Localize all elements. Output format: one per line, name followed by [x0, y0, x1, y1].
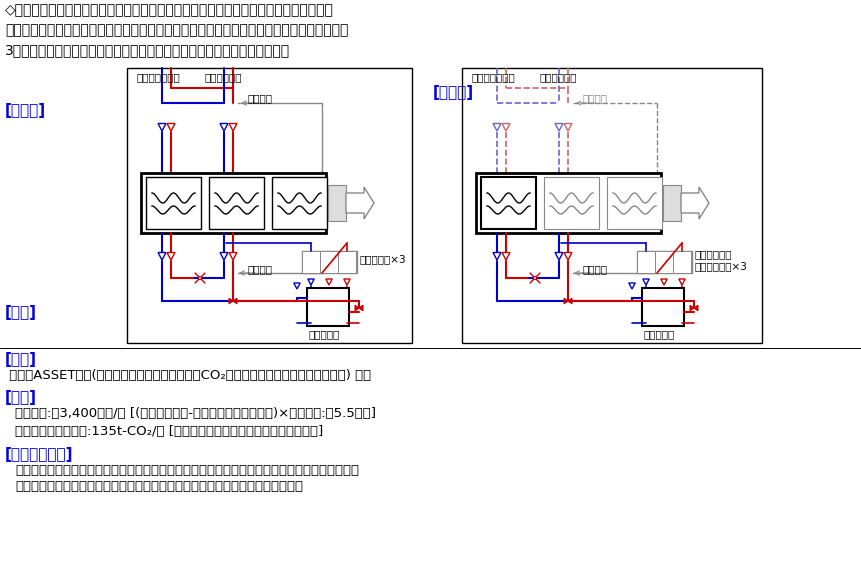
- Bar: [475, 173, 660, 233]
- Bar: [461, 68, 761, 343]
- Polygon shape: [220, 123, 228, 131]
- Bar: [636, 251, 654, 273]
- Polygon shape: [689, 305, 693, 311]
- Text: ◇空調機の暖房熱源に蒸気を使用していたが、蒸気ボイラーの重油使用量が増加してお
り、エネルギー原単位の悪化を招いていた。そのため、温冷水切り替え式のヒートポンプ: ◇空調機の暖房熱源に蒸気を使用していたが、蒸気ボイラーの重油使用量が増加してお …: [5, 3, 348, 57]
- Text: ボイラーから: ボイラーから: [205, 72, 242, 82]
- Polygon shape: [693, 305, 697, 311]
- Text: 環境省ASSET事業(先進対策の効率的実施によるCO₂排出量大幅削減事業設備補助事業) 活用: 環境省ASSET事業(先進対策の効率的実施によるCO₂排出量大幅削減事業設備補助…: [5, 369, 371, 382]
- Polygon shape: [307, 279, 314, 285]
- Bar: [328, 185, 345, 221]
- Text: 温度情報: 温度情報: [582, 264, 607, 274]
- Polygon shape: [492, 253, 500, 260]
- Text: [改善後]: [改善後]: [432, 85, 474, 100]
- Polygon shape: [325, 279, 331, 285]
- Polygon shape: [158, 253, 166, 260]
- Polygon shape: [229, 123, 237, 131]
- Text: 貯水タンク: 貯水タンク: [308, 329, 340, 339]
- Polygon shape: [229, 298, 232, 304]
- Circle shape: [533, 277, 536, 279]
- Bar: [127, 68, 412, 343]
- Bar: [672, 251, 691, 273]
- Bar: [141, 173, 325, 233]
- Polygon shape: [345, 187, 374, 219]
- Polygon shape: [563, 253, 572, 260]
- Polygon shape: [501, 123, 510, 131]
- Bar: [146, 177, 201, 229]
- Bar: [654, 251, 672, 273]
- Polygon shape: [501, 253, 510, 260]
- Polygon shape: [628, 283, 635, 289]
- Bar: [338, 251, 356, 273]
- Text: 貯水タンク: 貯水タンク: [643, 329, 674, 339]
- Polygon shape: [344, 279, 350, 285]
- Text: 補助金受給にあたり、本件および他の省エネ施策を合わせ、既定の省エネルギー化を工場全体で: 補助金受給にあたり、本件および他の省エネ施策を合わせ、既定の省エネルギー化を工場…: [15, 464, 358, 477]
- Text: [改善前]: [改善前]: [5, 103, 46, 118]
- Bar: [307, 288, 349, 326]
- Text: 達成する条件がある。未達の場合、不足分の排出枠を購入する等の措置が必要。: 達成する条件がある。未達の場合、不足分の排出枠を購入する等の措置が必要。: [15, 480, 303, 493]
- Polygon shape: [554, 253, 562, 260]
- Text: ヒートポンプ×3: ヒートポンプ×3: [694, 261, 747, 271]
- Bar: [208, 177, 263, 229]
- Bar: [662, 185, 680, 221]
- Polygon shape: [294, 283, 300, 289]
- Bar: [301, 251, 319, 273]
- Text: 温度情報: 温度情報: [248, 264, 273, 274]
- Polygon shape: [563, 123, 572, 131]
- Text: [注意すべき点]: [注意すべき点]: [5, 447, 73, 462]
- Polygon shape: [567, 298, 572, 304]
- Text: ボイラーから: ボイラーから: [539, 72, 577, 82]
- Text: 効果金額:約3,400千円/年 [(重油相当金額-ヒートポンプ電気料金)×暖房期間:約5.5ヶ月]: 効果金額:約3,400千円/年 [(重油相当金額-ヒートポンプ電気料金)×暖房期…: [15, 407, 375, 420]
- Bar: [319, 251, 338, 273]
- Text: [効果]: [効果]: [5, 390, 37, 405]
- Bar: [606, 177, 661, 229]
- Text: 温室効果ガス削減量:135t-CO₂/年 [重油ボイラーを停止したことによる削減]: 温室効果ガス削減量:135t-CO₂/年 [重油ボイラーを停止したことによる削減…: [15, 425, 323, 438]
- Text: [投資]: [投資]: [5, 352, 37, 367]
- Polygon shape: [358, 305, 362, 311]
- Polygon shape: [554, 123, 562, 131]
- Polygon shape: [660, 279, 666, 285]
- Polygon shape: [642, 279, 648, 285]
- Polygon shape: [492, 123, 500, 131]
- Polygon shape: [355, 305, 358, 311]
- Polygon shape: [678, 279, 684, 285]
- Polygon shape: [158, 123, 166, 131]
- Bar: [543, 177, 598, 229]
- Bar: [636, 251, 691, 273]
- Text: [投資]: [投資]: [5, 305, 37, 320]
- Text: 蒸気ドレインへ: 蒸気ドレインへ: [472, 72, 515, 82]
- Polygon shape: [232, 298, 237, 304]
- Polygon shape: [167, 253, 175, 260]
- Polygon shape: [167, 123, 175, 131]
- Text: 冷却水切替式: 冷却水切替式: [694, 249, 732, 259]
- Bar: [301, 251, 356, 273]
- Polygon shape: [680, 187, 709, 219]
- Text: 蒸気ドレインへ: 蒸気ドレインへ: [137, 72, 181, 82]
- Polygon shape: [563, 298, 567, 304]
- Circle shape: [198, 277, 201, 279]
- Bar: [641, 288, 684, 326]
- Text: 冷水チラー×3: 冷水チラー×3: [360, 254, 406, 264]
- Polygon shape: [229, 253, 237, 260]
- Text: 温度情報: 温度情報: [248, 93, 273, 103]
- Bar: [272, 177, 326, 229]
- Bar: [480, 177, 536, 229]
- Polygon shape: [220, 253, 228, 260]
- Text: 温度情報: 温度情報: [582, 93, 607, 103]
